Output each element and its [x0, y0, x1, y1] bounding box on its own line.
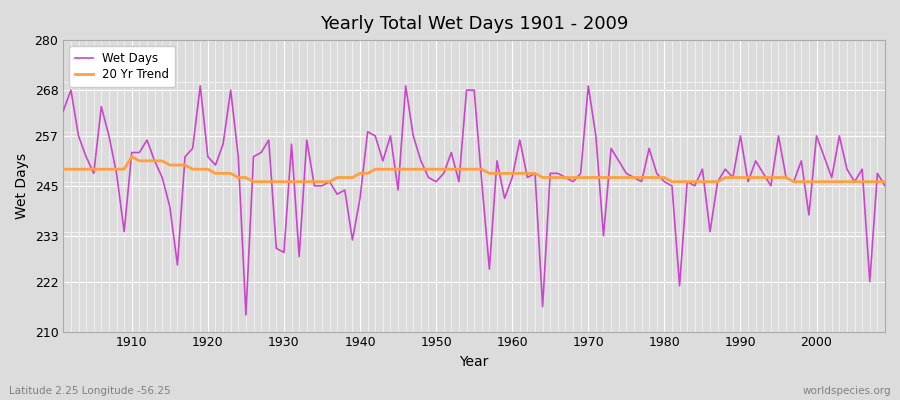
Text: Latitude 2.25 Longitude -56.25: Latitude 2.25 Longitude -56.25 [9, 386, 171, 396]
X-axis label: Year: Year [460, 355, 489, 369]
20 Yr Trend [522, 171, 533, 176]
20 Yr Trend [515, 171, 526, 176]
Wet Days [515, 138, 526, 142]
Line: Wet Days: Wet Days [63, 86, 885, 315]
Line: 20 Yr Trend: 20 Yr Trend [63, 157, 885, 182]
20 Yr Trend [58, 167, 68, 172]
Text: worldspecies.org: worldspecies.org [803, 386, 891, 396]
20 Yr Trend [879, 179, 890, 184]
Wet Days [58, 108, 68, 113]
Wet Days [302, 138, 312, 142]
Title: Yearly Total Wet Days 1901 - 2009: Yearly Total Wet Days 1901 - 2009 [320, 15, 628, 33]
Wet Days [240, 312, 251, 317]
Wet Days [522, 175, 533, 180]
Wet Days [879, 184, 890, 188]
Wet Days [613, 158, 624, 163]
Legend: Wet Days, 20 Yr Trend: Wet Days, 20 Yr Trend [69, 46, 176, 87]
20 Yr Trend [347, 175, 358, 180]
Y-axis label: Wet Days: Wet Days [15, 153, 29, 219]
Wet Days [194, 84, 205, 88]
20 Yr Trend [126, 154, 137, 159]
Wet Days [347, 238, 358, 242]
20 Yr Trend [119, 167, 130, 172]
20 Yr Trend [248, 179, 259, 184]
Wet Days [119, 229, 130, 234]
20 Yr Trend [613, 175, 624, 180]
20 Yr Trend [302, 179, 312, 184]
